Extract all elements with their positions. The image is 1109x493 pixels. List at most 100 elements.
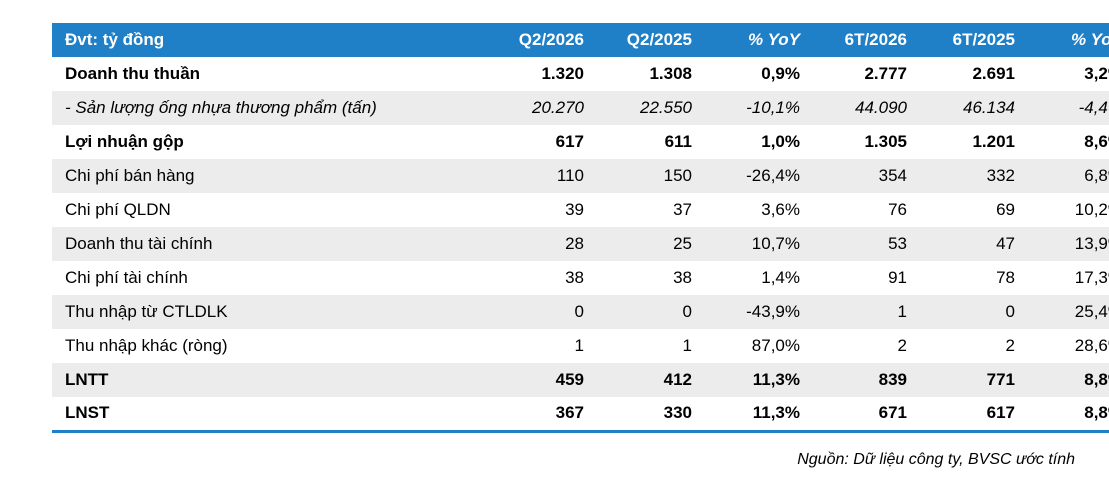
table-cell: 3,6% [761, 200, 800, 219]
table-row: LNTT 459 412 11,3% 839 771 8,8% [52, 363, 1109, 397]
table-cell: 459 [555, 370, 584, 389]
table-cell: 0 [574, 302, 584, 321]
table-cell: 1,4% [761, 268, 800, 287]
table-cell: 46.134 [963, 98, 1015, 117]
table-cell: 17,3% [1074, 268, 1109, 287]
table-row: Lợi nhuận gộp 617 611 1,0% 1.305 1.201 8,6% [52, 125, 1109, 159]
table-cell: 150 [663, 166, 692, 185]
table-cell: -10,1% [746, 98, 800, 117]
table-cell: 37 [673, 200, 692, 219]
table-row: Chi phí QLDN 39 37 3,6% 76 69 10,2% [52, 193, 1109, 227]
table-header-row: Đvt: tỷ đồng Q2/2026 Q2/2025 % YoY 6T/20… [52, 23, 1109, 57]
table-cell: 22.550 [640, 98, 692, 117]
table-row: - Sản lượng ống nhựa thương phẩm (tấn) 20… [52, 91, 1109, 125]
header-yoy-quarter: % YoY [748, 30, 800, 49]
row-label: Chi phí tài chính [65, 268, 188, 287]
header-q2-2026: Q2/2026 [518, 30, 584, 49]
header-6t-2026: 6T/2026 [844, 30, 907, 49]
table-row: Chi phí tài chính 38 38 1,4% 91 78 17,3% [52, 261, 1109, 295]
table-cell: 87,0% [751, 336, 800, 355]
table-row: Thu nhập khác (ròng) 1 1 87,0% 2 2 28,6% [52, 329, 1109, 363]
table-cell: 1.201 [972, 132, 1015, 151]
table-cell: 354 [878, 166, 907, 185]
table-cell: 91 [888, 268, 907, 287]
row-label: Chi phí bán hàng [65, 166, 195, 185]
table-cell: -43,9% [746, 302, 800, 321]
table-cell: 6,8% [1084, 166, 1109, 185]
table-cell: 2 [897, 336, 907, 355]
table-cell: 8,6% [1084, 132, 1109, 151]
table-cell: -26,4% [746, 166, 800, 185]
table-cell: 11,3% [752, 370, 800, 389]
table-cell: 1 [574, 336, 584, 355]
header-yoy-halfyear: % YoY [1071, 30, 1109, 49]
table-cell: 1.320 [541, 64, 584, 83]
table-cell: 0,9% [761, 64, 800, 83]
table-cell: 110 [556, 166, 584, 185]
table-cell: 47 [996, 234, 1015, 253]
row-label: Thu nhập khác (ròng) [65, 336, 228, 355]
table-cell: 11,3% [752, 403, 800, 423]
table-cell: 25,4% [1074, 302, 1109, 321]
financial-table-container: Đvt: tỷ đồng Q2/2026 Q2/2025 % YoY 6T/20… [52, 23, 1109, 433]
table-cell: 617 [986, 403, 1015, 423]
table-cell: -4,4% [1078, 98, 1109, 117]
row-label: Chi phí QLDN [65, 200, 171, 219]
table-cell: 38 [673, 268, 692, 287]
table-row: Chi phí bán hàng 110 150 -26,4% 354 332 6,8% [52, 159, 1109, 193]
table-cell: 39 [565, 200, 584, 219]
table-cell: 28 [565, 234, 584, 253]
table-cell: 10,7% [751, 234, 800, 253]
table-cell: 78 [996, 268, 1015, 287]
header-6t-2025: 6T/2025 [952, 30, 1015, 49]
table-cell: 617 [555, 132, 584, 151]
table-cell: 3,2% [1084, 64, 1109, 83]
table-cell: 1 [897, 302, 907, 321]
row-label: - Sản lượng ống nhựa thương phẩm (tấn) [65, 98, 377, 117]
table-cell: 611 [664, 132, 692, 151]
table-cell: 25 [673, 234, 692, 253]
table-cell: 1.308 [649, 64, 692, 83]
table-cell: 0 [682, 302, 692, 321]
table-row: LNST 367 330 11,3% 671 617 8,8% [52, 397, 1109, 431]
table-cell: 8,8% [1084, 370, 1109, 389]
table-cell: 2.691 [972, 64, 1015, 83]
table-cell: 332 [986, 166, 1015, 185]
source-note: Nguồn: Dữ liệu công ty, BVSC ước tính [797, 451, 1075, 468]
table-cell: 367 [555, 403, 584, 423]
financial-results-table: Đvt: tỷ đồng Q2/2026 Q2/2025 % YoY 6T/20… [52, 23, 1109, 433]
header-unit-label: Đvt: tỷ đồng [65, 30, 165, 49]
table-cell: 2.777 [864, 64, 907, 83]
table-cell: 2 [1005, 336, 1015, 355]
table-cell: 771 [986, 370, 1015, 389]
row-label: Doanh thu thuần [65, 64, 201, 83]
table-cell: 1.305 [864, 132, 907, 151]
table-row: Doanh thu thuần 1.320 1.308 0,9% 2.777 2.691 3… [52, 57, 1109, 91]
table-cell: 69 [996, 200, 1015, 219]
header-q2-2025: Q2/2025 [626, 30, 692, 49]
table-cell: 1 [682, 336, 692, 355]
table-cell: 0 [1005, 302, 1015, 321]
row-label: LNTT [65, 370, 109, 389]
row-label: Doanh thu tài chính [65, 234, 213, 253]
table-cell: 412 [663, 370, 692, 389]
table-cell: 38 [565, 268, 584, 287]
table-row: Doanh thu tài chính 28 25 10,7% 53 47 13,9% [52, 227, 1109, 261]
table-cell: 28,6% [1074, 336, 1109, 355]
table-cell: 671 [878, 403, 907, 423]
row-label: Lợi nhuận gộp [65, 132, 184, 151]
table-cell: 20.270 [532, 98, 584, 117]
table-cell: 10,2% [1074, 200, 1109, 219]
table-cell: 76 [888, 200, 907, 219]
table-cell: 44.090 [855, 98, 907, 117]
table-cell: 53 [888, 234, 907, 253]
table-cell: 1,0% [761, 132, 800, 151]
row-label: LNST [65, 403, 110, 423]
table-cell: 330 [663, 403, 692, 423]
table-row: Thu nhập từ CTLDLK 0 0 -43,9% 1 0 25,4% [52, 295, 1109, 329]
table-cell: 13,9% [1074, 234, 1109, 253]
table-cell: 8,8% [1084, 403, 1109, 423]
table-cell: 839 [878, 370, 907, 389]
table-body: Doanh thu thuần 1.320 1.308 0,9% 2.777 2.691 3… [52, 57, 1109, 431]
row-label: Thu nhập từ CTLDLK [65, 302, 228, 321]
